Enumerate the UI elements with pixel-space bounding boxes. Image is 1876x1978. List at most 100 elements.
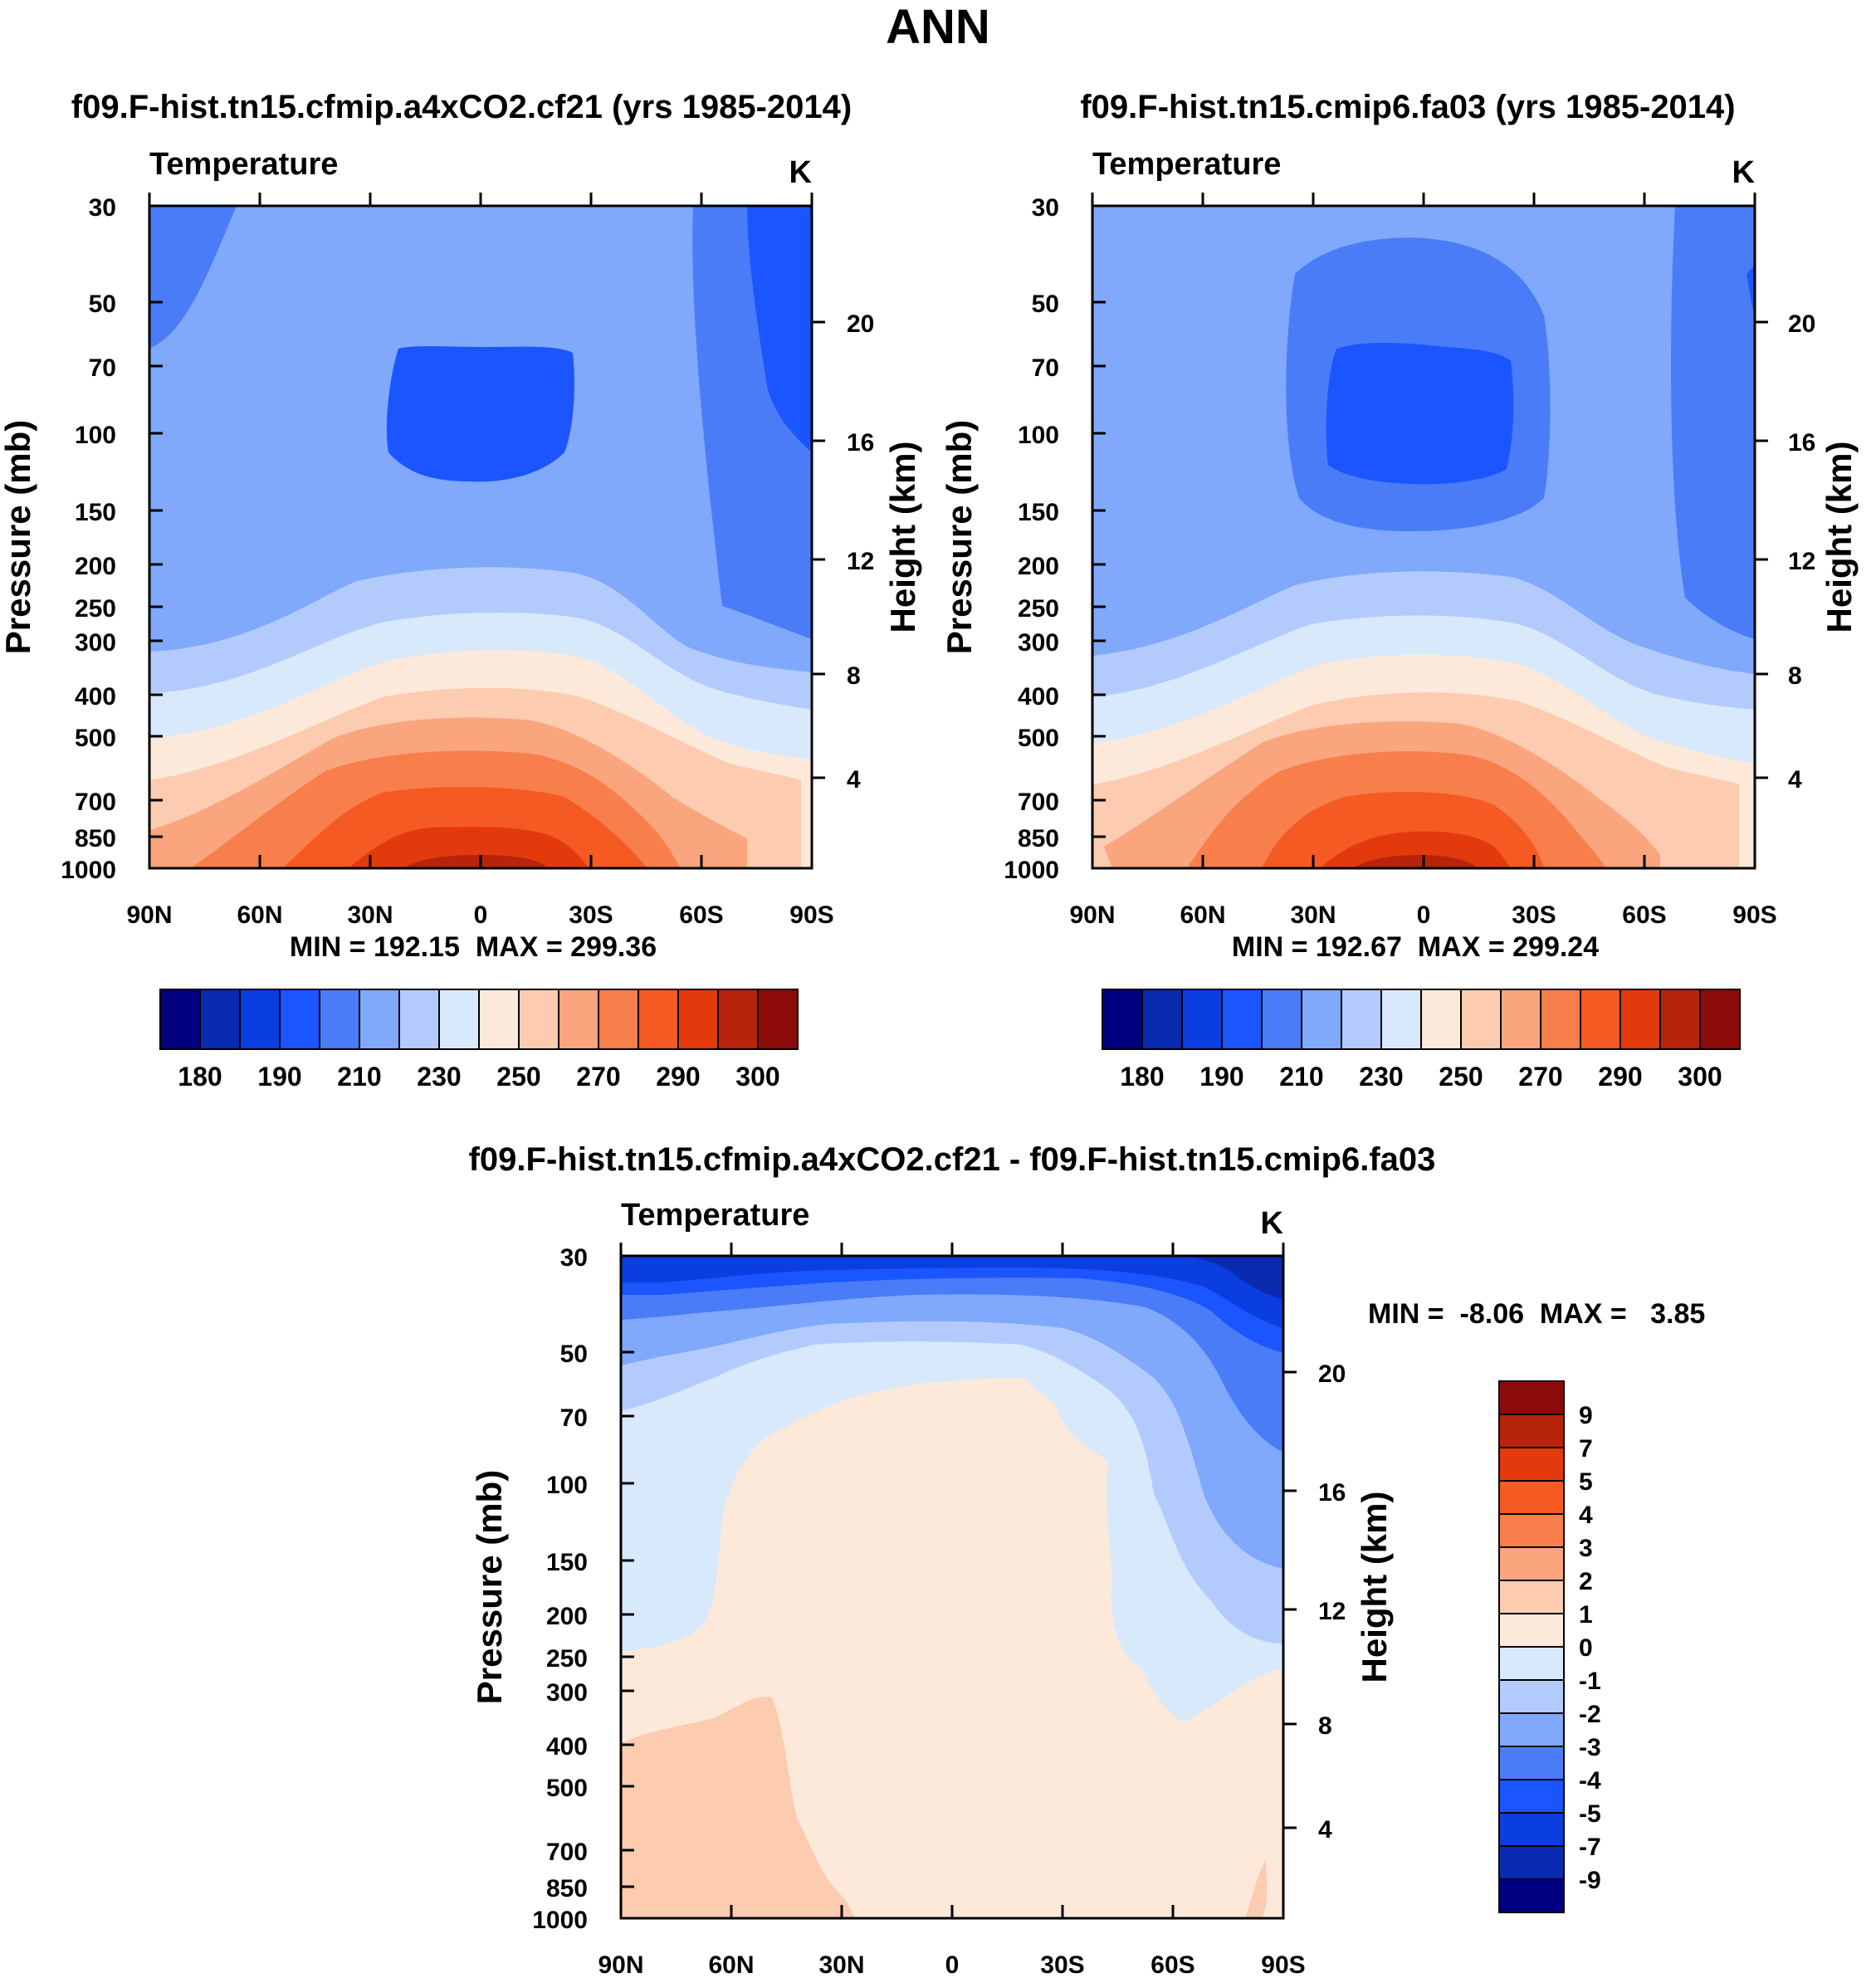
panel-1-y-axis: 30 50 70 100 150 200 250 300 400 500 700… (0, 194, 163, 884)
panel-3-band-6 (621, 1256, 1283, 1353)
panel-3-cb-swatch-3 (1498, 1447, 1565, 1482)
panel-1-units: K (789, 155, 813, 190)
panel-1-cb-swatch-10 (518, 989, 559, 1050)
panel-3-ytick-label-500: 500 (546, 1775, 588, 1802)
panel-2-cb-swatch-10 (1460, 989, 1502, 1050)
panel-1-cb-swatch-3 (239, 989, 281, 1050)
panel-3-xtick-label-90N: 90N (598, 1951, 643, 1978)
panel-1-htick-label-4: 4 (847, 766, 861, 794)
panel-2-xtick-label-30S: 30S (1512, 901, 1556, 929)
panel-3-contours (619, 1254, 1285, 1920)
panel-3-cb-swatch-2 (1498, 1414, 1565, 1448)
panel-1-cb-label-180: 180 (178, 1062, 222, 1092)
panel-2-cb-label-190: 190 (1199, 1062, 1243, 1092)
panel-3-band-10 (1245, 1859, 1268, 1918)
panel-1-cb-swatch-11 (558, 989, 599, 1050)
panel-2-htick-label-12: 12 (1788, 548, 1815, 575)
panel-1-right-axis: 20 16 12 8 4 Height (km) (812, 310, 922, 794)
panel-3-cb-swatch-8 (1498, 1613, 1565, 1648)
panel-1: f09.F-hist.tn15.cfmip.a4xCO2.cf21 (yrs 1… (0, 89, 922, 1092)
panel-2-htick-label-8: 8 (1788, 662, 1802, 690)
panel-1-ytick-label-850: 850 (75, 825, 116, 852)
panel-3-cb-label-4: 4 (1579, 1502, 1593, 1529)
panel-2-x-axis: 90N 60N 30N 0 30S 60S 90S (1069, 193, 1777, 929)
panel-1-cb-swatch-7 (398, 989, 440, 1050)
panel-3-ytick-label-150: 150 (546, 1549, 588, 1576)
panel-1-band-17 (349, 827, 589, 868)
panel-3-cb-label-0: 0 (1579, 1634, 1593, 1662)
panel-2-cb-swatch-11 (1500, 989, 1541, 1050)
panel-1-cb-label-270: 270 (576, 1062, 620, 1092)
panel-2-colorbar: 180 190 210 230 250 270 290 300 (1102, 989, 1741, 1092)
panel-1-cb-swatch-6 (359, 989, 400, 1050)
panel-2-ytick-label-300: 300 (1018, 629, 1059, 657)
panel-3: f09.F-hist.tn15.cfmip.a4xCO2.cf21 - f09.… (469, 1141, 1706, 1978)
panel-1-cb-label-210: 210 (337, 1062, 381, 1092)
panel-1-htick-label-8: 8 (847, 662, 861, 690)
panel-2-ytick-label-700: 700 (1018, 789, 1059, 816)
panel-2-ytick-label-1000: 1000 (1004, 857, 1059, 884)
figure-title: ANN (886, 0, 990, 54)
panel-2-ytick-label-250: 250 (1018, 595, 1059, 623)
panel-3-cb-swatch-6 (1498, 1546, 1565, 1581)
panel-2-cb-swatch-13 (1580, 989, 1621, 1050)
panel-1-cb-swatch-14 (677, 989, 719, 1050)
panel-3-band-3 (621, 1256, 1283, 1643)
panel-3-xtick-label-0: 0 (945, 1951, 960, 1978)
panel-2-band-2 (1671, 206, 1755, 639)
panel-1-xtick-label-60N: 60N (237, 901, 282, 929)
panel-1-ytick-label-70: 70 (89, 354, 116, 382)
panel-2-stats: MIN = 192.67 MAX = 299.24 (1232, 931, 1599, 963)
panel-1-x-axis: 90N 60N 30N 0 30S 60S 90S (126, 193, 834, 929)
panel-2-band-13 (1320, 831, 1511, 868)
panel-2: f09.F-hist.tn15.cmip6.fa03 (yrs 1985-201… (940, 89, 1859, 1092)
panel-3-title: f09.F-hist.tn15.cfmip.a4xCO2.cf21 - f09.… (469, 1141, 1436, 1178)
panel-3-cb-swatch-4 (1498, 1480, 1565, 1515)
panel-1-xtick-label-0: 0 (474, 901, 488, 929)
panel-1-cb-swatch-16 (757, 989, 799, 1050)
panel-3-cb-label-m2: -2 (1579, 1701, 1601, 1728)
panel-2-cb-label-290: 290 (1598, 1062, 1642, 1092)
panel-1-cb-label-290: 290 (656, 1062, 700, 1092)
panel-2-band-5 (1326, 343, 1514, 485)
panel-3-htick-label-16: 16 (1318, 1479, 1346, 1507)
panel-2-cb-swatch-6 (1301, 989, 1342, 1050)
panel-1-top-ticks (148, 193, 813, 206)
panel-3-cb-swatch-1 (1498, 1380, 1565, 1415)
panel-1-stats: MIN = 192.15 MAX = 299.36 (290, 931, 657, 963)
panel-2-band-14 (1353, 855, 1478, 868)
panel-3-stats: MIN = -8.06 MAX = 3.85 (1368, 1298, 1705, 1330)
panel-3-ylabel-right: Height (km) (1355, 1492, 1394, 1683)
panel-1-band-6 (747, 206, 812, 452)
panel-3-ytick-label-30: 30 (560, 1244, 588, 1272)
panel-3-ylabel: Pressure (mb) (470, 1470, 509, 1704)
panel-3-cb-label-m3: -3 (1579, 1734, 1601, 1761)
panel-2-ytick-label-150: 150 (1018, 499, 1059, 526)
panel-1-htick-label-20: 20 (847, 310, 874, 338)
panel-3-cb-label-3: 3 (1579, 1535, 1593, 1562)
panel-2-cb-label-270: 270 (1518, 1062, 1562, 1092)
panel-3-ytick-label-700: 700 (546, 1839, 588, 1866)
panel-2-title: f09.F-hist.tn15.cmip6.fa03 (yrs 1985-201… (1080, 89, 1735, 125)
panel-3-cb-swatch-16 (1498, 1878, 1565, 1913)
panel-1-xtick-label-60S: 60S (679, 901, 723, 929)
panel-2-htick-label-16: 16 (1788, 429, 1815, 457)
panel-1-cb-swatch-13 (638, 989, 679, 1050)
panel-2-cb-swatch-8 (1380, 989, 1422, 1050)
panel-3-cb-label-5: 5 (1579, 1468, 1593, 1496)
panel-2-ytick-label-500: 500 (1018, 725, 1059, 752)
panel-1-cb-label-300: 300 (735, 1062, 779, 1092)
panel-1-cb-swatch-9 (478, 989, 520, 1050)
panel-3-xtick-label-60N: 60N (708, 1951, 754, 1978)
panel-1-xtick-label-30N: 30N (347, 901, 393, 929)
panel-3-cb-label-m5: -5 (1579, 1800, 1601, 1828)
panel-2-cb-swatch-14 (1620, 989, 1661, 1050)
panel-1-cb-swatch-8 (438, 989, 480, 1050)
panel-2-ylabel: Pressure (mb) (940, 420, 979, 654)
panel-1-cb-label-230: 230 (417, 1062, 461, 1092)
panel-3-ytick-label-200: 200 (546, 1603, 588, 1630)
panel-1-ytick-label-300: 300 (75, 629, 116, 657)
panel-3-cb-swatch-9 (1498, 1646, 1565, 1681)
panel-1-title: f09.F-hist.tn15.cfmip.a4xCO2.cf21 (yrs 1… (71, 89, 852, 125)
panel-3-ytick-label-70: 70 (560, 1404, 588, 1432)
